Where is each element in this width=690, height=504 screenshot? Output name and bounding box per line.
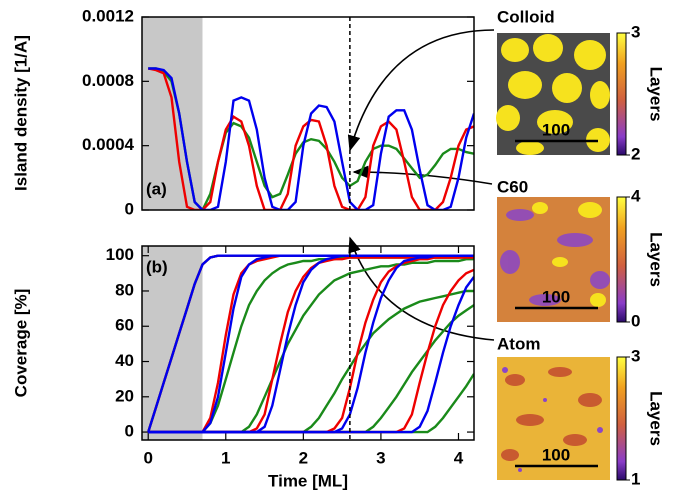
panel-label: (a) <box>146 179 167 198</box>
x-tick-label: 2 <box>299 448 308 467</box>
colorbar-tick-label: 3 <box>631 22 640 41</box>
scale-label: 100 <box>542 445 570 464</box>
y-tick-label: 100 <box>106 245 134 264</box>
colorbar-tick-label: 2 <box>631 144 640 163</box>
y-tick-label: 40 <box>115 351 134 370</box>
scale-label: 100 <box>542 287 570 306</box>
series-line <box>148 67 474 210</box>
colorbar <box>616 32 627 156</box>
y-tick-label: 0 <box>125 199 134 218</box>
y-tick-label: 0.0012 <box>82 6 134 25</box>
inset-label: Atom <box>497 334 540 353</box>
y-tick-label: 0 <box>125 422 134 441</box>
inset-image <box>497 357 610 480</box>
y-tick-label: 0.0004 <box>82 135 135 154</box>
plot-frame <box>141 245 475 441</box>
colorbar-tick-label: 0 <box>631 311 640 330</box>
shaded-region <box>142 246 203 440</box>
y-axis-label: Coverage [%] <box>11 289 30 398</box>
x-tick-label: 3 <box>376 448 385 467</box>
plot-frame <box>141 16 475 211</box>
colorbar-label: Layers <box>647 391 666 446</box>
series-line <box>148 67 474 210</box>
colorbar <box>616 356 627 481</box>
inset-image <box>496 33 610 155</box>
x-tick-label: 1 <box>221 448 230 467</box>
colorbar-tick-label: 1 <box>631 469 640 488</box>
colorbar-label: Layers <box>647 67 666 122</box>
panel-label: (b) <box>146 257 168 276</box>
colorbar-tick-label: 3 <box>631 346 640 365</box>
y-tick-label: 80 <box>115 280 134 299</box>
inset-image <box>497 197 610 322</box>
colorbar <box>616 196 627 323</box>
plot-lines <box>147 254 474 434</box>
y-tick-label: 60 <box>115 316 134 335</box>
colorbar-label: Layers <box>647 232 666 287</box>
series-line <box>147 67 474 210</box>
plot-lines <box>147 67 474 210</box>
colorbar-tick-label: 4 <box>631 186 641 205</box>
series-line <box>148 276 474 434</box>
y-axis-label: Island density [1/A] <box>11 35 30 191</box>
scale-label: 100 <box>542 120 570 139</box>
inset-label: Colloid <box>497 7 555 26</box>
x-axis-label: Time [ML] <box>268 471 348 490</box>
y-tick-label: 20 <box>115 386 134 405</box>
y-tick-label: 0.0008 <box>82 71 134 90</box>
x-tick-label: 4 <box>454 448 464 467</box>
inset-label: C60 <box>497 177 528 196</box>
x-tick-label: 0 <box>143 448 152 467</box>
